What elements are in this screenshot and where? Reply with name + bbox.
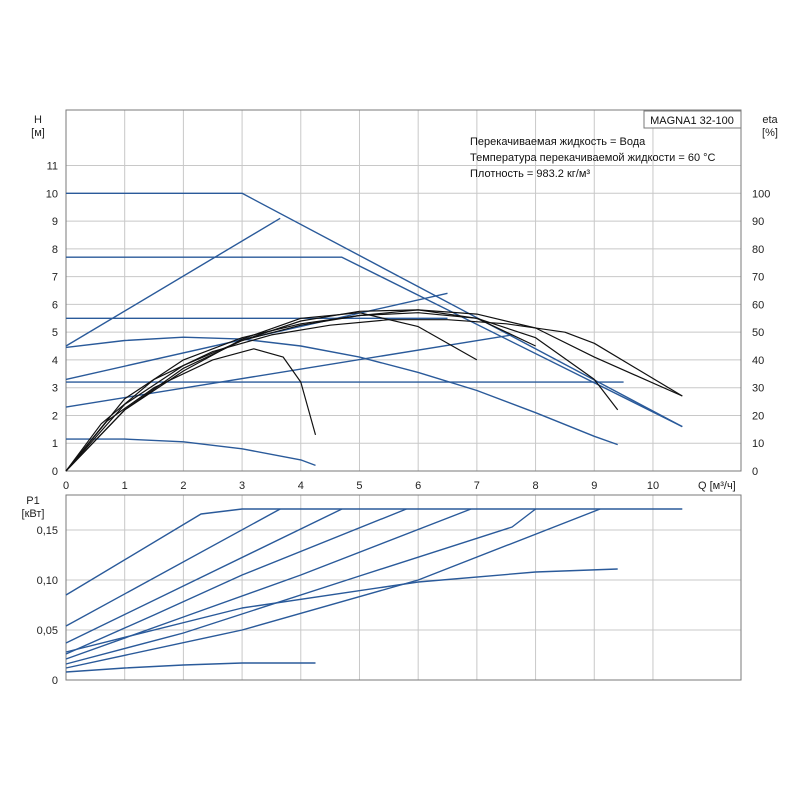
x-tick-label-4: 4: [298, 480, 304, 492]
head-axis-unit: [м]: [31, 127, 45, 139]
power-axis-label: P1: [26, 495, 39, 507]
head-tick-label-10: 10: [46, 188, 58, 200]
head-tick-label-5: 5: [52, 327, 58, 339]
efficiency-curves-group: [65, 309, 683, 472]
head-panel-frame: [65, 109, 742, 472]
x-tick-label-6: 6: [415, 480, 421, 492]
head-panel-grid: [65, 110, 741, 472]
power-tick-label-1: 0,05: [37, 625, 58, 637]
chart-title: MAGNA1 32-100: [650, 115, 734, 127]
chart-title-box: [643, 110, 742, 129]
eta-y-tick-labels: 0 10 20 30 40 50 60 70 80 90 100: [752, 188, 770, 478]
x-tick-label-8: 8: [533, 480, 539, 492]
head-tick-label-9: 9: [52, 216, 58, 228]
head-tick-label-2: 2: [52, 410, 58, 422]
power-y-tick-labels: 0 0,05 0,10 0,15: [37, 525, 58, 687]
power-axis-unit: [кВт]: [22, 508, 45, 520]
head-axis-label: H: [34, 114, 42, 126]
eta-tick-label-1: 10: [752, 438, 764, 450]
head-tick-label-8: 8: [52, 244, 58, 256]
x-tick-label-1: 1: [122, 480, 128, 492]
power-curves-group: [65, 508, 683, 673]
head-tick-label-0: 0: [52, 466, 58, 478]
eta-tick-label-8: 80: [752, 244, 764, 256]
eta-curve-3: [65, 309, 536, 472]
eta-axis-label: eta: [762, 114, 778, 126]
eta-tick-label-10: 100: [752, 188, 770, 200]
eta-curve-4: [65, 312, 478, 472]
head-tick-label-11: 11: [47, 161, 58, 173]
eta-axis-unit: [%]: [762, 127, 778, 139]
x-tick-labels: 0 1 2 3 4 5 6 7 8 9 10: [63, 480, 659, 492]
eta-curve-1: [65, 309, 683, 472]
head-curve-1: [66, 256, 683, 428]
x-tick-label-5: 5: [356, 480, 362, 492]
eta-curve-2: [65, 312, 619, 472]
head-curve-8: [66, 438, 316, 467]
eta-tick-label-3: 30: [752, 383, 764, 395]
power-tick-label-2: 0,10: [37, 575, 58, 587]
power-tick-label-3: 0,15: [37, 525, 58, 537]
power-curve-8: [65, 662, 316, 673]
eta-tick-label-2: 20: [752, 410, 764, 422]
eta-tick-label-4: 40: [752, 355, 764, 367]
x-tick-label-7: 7: [474, 480, 480, 492]
note-density: Плотность = 983.2 кг/м³: [470, 168, 590, 180]
power-panel-frame: [65, 494, 742, 681]
x-axis-label: Q [м³/ч]: [698, 480, 736, 492]
power-curve-2: [65, 508, 343, 644]
power-curve-7: [65, 568, 618, 653]
eta-tick-label-5: 50: [752, 327, 764, 339]
head-curve-7: [65, 336, 618, 446]
power-panel-grid: [65, 495, 741, 681]
head-curve-4: [65, 217, 281, 347]
note-temperature: Температура перекачиваемой жидкости = 60…: [470, 152, 716, 164]
head-curve-0: [66, 192, 683, 428]
head-tick-label-6: 6: [52, 299, 58, 311]
eta-tick-label-7: 70: [752, 272, 764, 284]
head-tick-label-1: 1: [52, 438, 58, 450]
head-curves-group: [65, 192, 683, 467]
x-tick-label-0: 0: [63, 480, 69, 492]
power-curve-5: [65, 508, 537, 665]
head-tick-label-4: 4: [52, 355, 58, 367]
head-tick-label-3: 3: [52, 383, 58, 395]
power-curve-0: [65, 508, 683, 596]
x-tick-label-10: 10: [647, 480, 659, 492]
eta-tick-label-9: 90: [752, 216, 764, 228]
x-tick-label-2: 2: [180, 480, 186, 492]
power-curve-3: [65, 508, 407, 655]
x-tick-label-3: 3: [239, 480, 245, 492]
note-fluid: Перекачиваемая жидкость = Вода: [470, 136, 646, 148]
eta-curve-0: [65, 319, 683, 472]
head-tick-label-7: 7: [52, 272, 58, 284]
eta-tick-label-6: 60: [752, 299, 764, 311]
head-curve-6: [65, 334, 513, 408]
power-curve-6: [65, 508, 601, 669]
eta-curve-5: [65, 348, 317, 472]
head-y-tick-labels: 0 1 2 3 4 5 6 7 8 9 10 11: [46, 161, 58, 478]
power-curve-1: [65, 508, 281, 627]
eta-tick-label-0: 0: [752, 466, 758, 478]
power-tick-label-0: 0: [52, 675, 58, 687]
x-tick-label-9: 9: [591, 480, 597, 492]
